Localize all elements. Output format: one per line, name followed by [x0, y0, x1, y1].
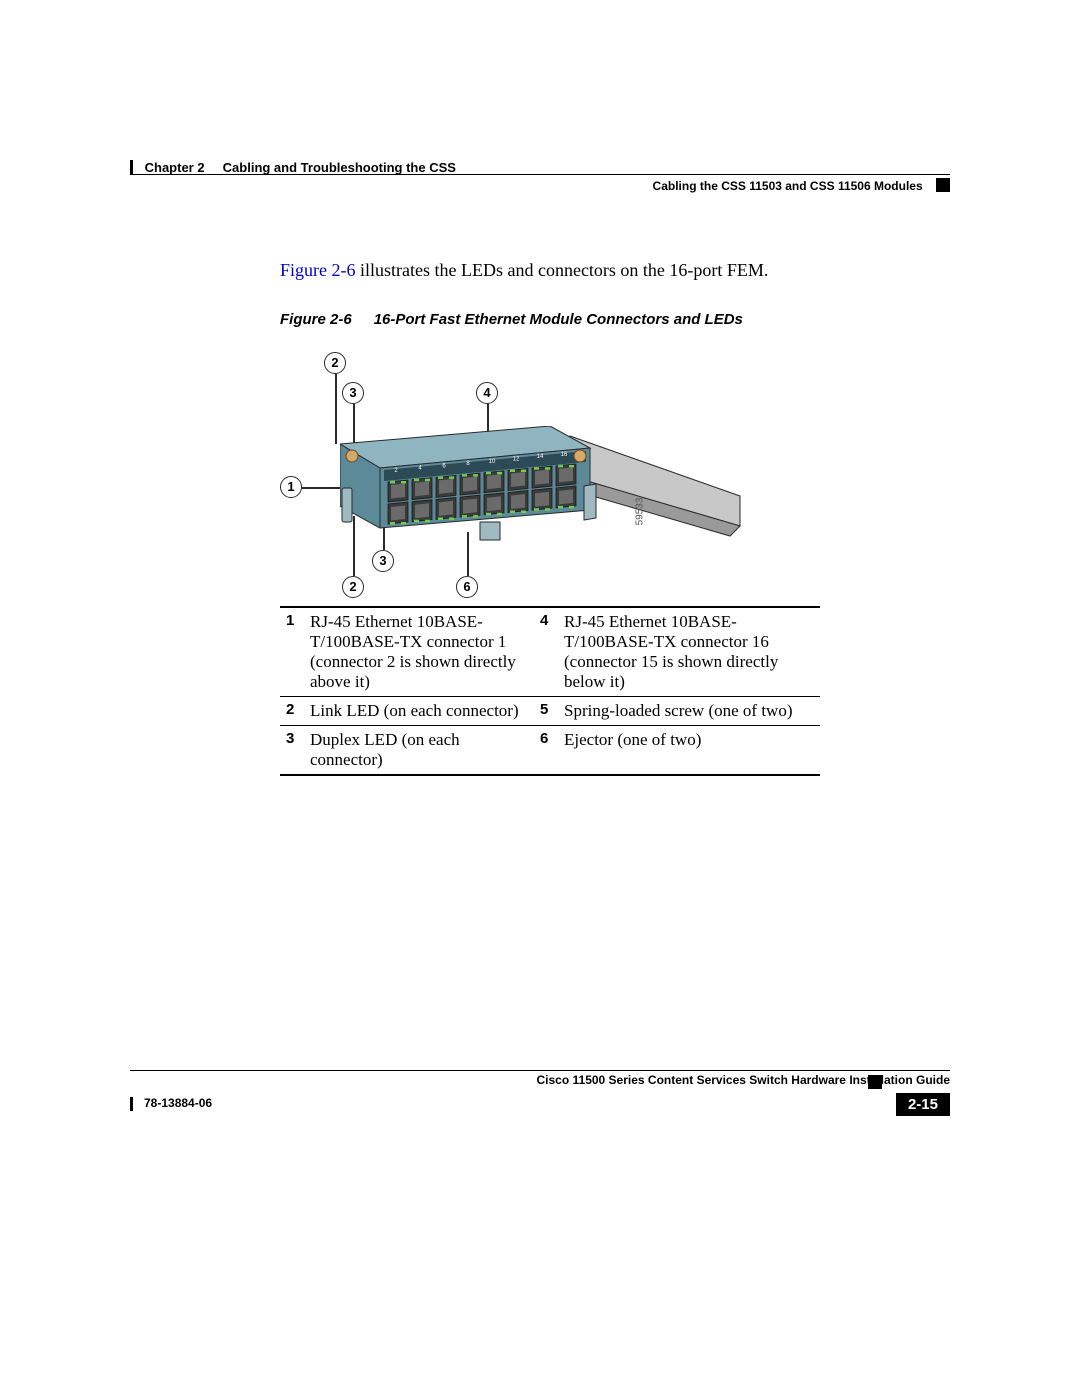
- footer-bar-icon: [130, 1097, 133, 1111]
- intro-text: illustrates the LEDs and connectors on t…: [356, 260, 769, 280]
- callout-num: 5: [534, 697, 558, 726]
- figure-ref-number: 59533: [634, 498, 645, 526]
- figure-caption: Figure 2-6 16-Port Fast Ethernet Module C…: [280, 311, 950, 328]
- header-rule: [130, 174, 950, 175]
- callout-desc: Duplex LED (on each connector): [304, 726, 534, 776]
- svg-text:16: 16: [561, 452, 568, 458]
- callout-desc: RJ-45 Ethernet 10BASE-T/100BASE-TX conne…: [304, 607, 534, 697]
- intro-paragraph: Figure 2-6 illustrates the LEDs and conn…: [280, 260, 950, 281]
- callout-desc: Ejector (one of two): [558, 726, 820, 776]
- leader-line: [302, 487, 340, 489]
- callout-num: 1: [280, 607, 304, 697]
- figure-label: Figure 2-6: [280, 311, 352, 328]
- callout-num: 4: [534, 607, 558, 697]
- svg-text:10: 10: [489, 459, 496, 465]
- callout-1: 1: [280, 476, 302, 498]
- page-header: Chapter 2 Cabling and Troubleshooting th…: [130, 160, 950, 200]
- callout-num: 3: [280, 726, 304, 776]
- page-footer: Cisco 11500 Series Content Services Swit…: [130, 1070, 950, 1119]
- figure-diagram: 2 3 4 1 5 3 2 6: [280, 346, 800, 596]
- footer-block-icon: [868, 1075, 882, 1089]
- table-row: 1RJ-45 Ethernet 10BASE-T/100BASE-TX conn…: [280, 607, 820, 697]
- table-row: 3Duplex LED (on each connector)6Ejector …: [280, 726, 820, 776]
- guide-title: Cisco 11500 Series Content Services Swit…: [130, 1073, 950, 1087]
- device-illustration: 246810121416: [340, 426, 750, 546]
- leader-line: [335, 374, 337, 444]
- callout-num: 6: [534, 726, 558, 776]
- callout-2-top: 2: [324, 352, 346, 374]
- figure-reference-link[interactable]: Figure 2-6: [280, 260, 356, 280]
- callout-num: 2: [280, 697, 304, 726]
- chapter-title: Cabling and Troubleshooting the CSS: [223, 160, 456, 175]
- ethernet-module-icon: 246810121416: [340, 426, 750, 546]
- page-number: 2-15: [896, 1093, 950, 1116]
- header-bar-icon: [130, 160, 133, 174]
- section-title-wrap: Cabling the CSS 11503 and CSS 11506 Modu…: [653, 178, 950, 193]
- callout-2-bottom: 2: [342, 576, 364, 598]
- header-block-icon: [936, 178, 950, 192]
- chapter-label-wrap: Chapter 2 Cabling and Troubleshooting th…: [130, 160, 456, 175]
- callout-3-top: 3: [342, 382, 364, 404]
- callout-table: 1RJ-45 Ethernet 10BASE-T/100BASE-TX conn…: [280, 606, 820, 776]
- table-row: 2Link LED (on each connector)5Spring-loa…: [280, 697, 820, 726]
- chapter-label: Chapter 2: [145, 160, 205, 175]
- section-title: Cabling the CSS 11503 and CSS 11506 Modu…: [653, 179, 923, 193]
- callout-desc: Spring-loaded screw (one of two): [558, 697, 820, 726]
- svg-text:12: 12: [513, 457, 520, 463]
- callout-desc: RJ-45 Ethernet 10BASE-T/100BASE-TX conne…: [558, 607, 820, 697]
- callout-6: 6: [456, 576, 478, 598]
- callout-desc: Link LED (on each connector): [304, 697, 534, 726]
- doc-number: 78-13884-06: [144, 1096, 212, 1110]
- callout-3-bottom: 3: [372, 550, 394, 572]
- callout-4: 4: [476, 382, 498, 404]
- svg-text:14: 14: [537, 454, 544, 460]
- figure-title: 16-Port Fast Ethernet Module Connectors …: [374, 311, 743, 328]
- footer-rule: [130, 1070, 950, 1071]
